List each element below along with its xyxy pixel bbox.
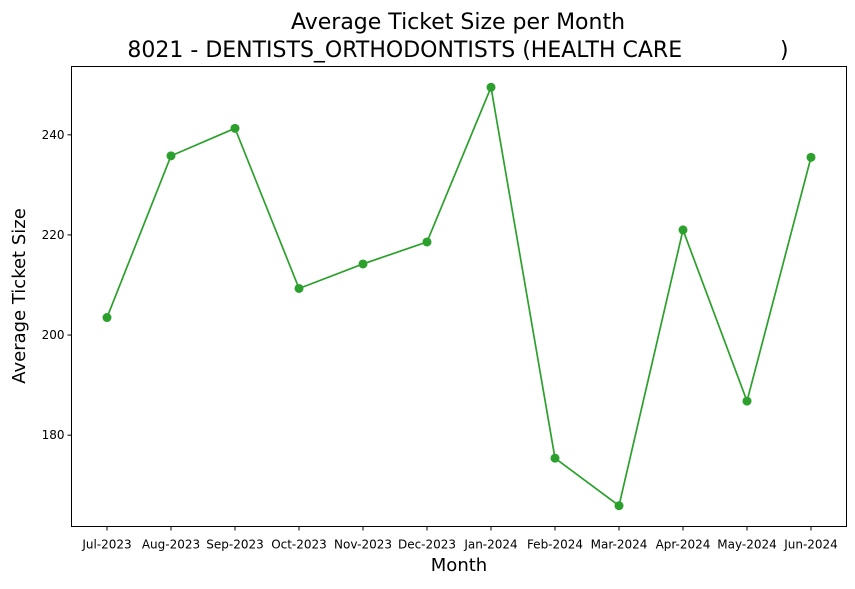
x-axis-label: Month <box>431 555 487 576</box>
x-tick-label: Jan-2024 <box>463 538 517 552</box>
x-axis-ticks: Jul-2023 Aug-2023 Sep-2023 Oct-2023 Nov-2023… <box>81 526 838 552</box>
data-point <box>294 283 304 293</box>
y-tick-label: 200 <box>42 328 65 342</box>
data-point <box>806 152 816 162</box>
x-tick-label: Aug-2023 <box>142 538 200 552</box>
x-tick-label: Mar-2024 <box>591 538 648 552</box>
y-tick-label: 220 <box>42 228 65 242</box>
data-point <box>678 225 688 235</box>
x-tick-label: Oct-2023 <box>271 538 327 552</box>
data-point <box>614 501 624 511</box>
chart-title-line2: 8021 - DENTISTS_ORTHODONTISTS (HEALTH CA… <box>127 38 788 63</box>
x-tick-label: Apr-2024 <box>656 538 711 552</box>
x-tick-label: Feb-2024 <box>527 538 583 552</box>
y-axis-ticks: 180 200 220 240 <box>42 128 72 442</box>
x-tick-label: Jul-2023 <box>81 538 131 552</box>
data-point <box>742 396 752 406</box>
x-tick-label: May-2024 <box>717 538 776 552</box>
data-point <box>422 237 432 247</box>
y-tick-label: 180 <box>42 428 65 442</box>
x-tick-label: Jun-2024 <box>783 538 838 552</box>
data-point <box>358 259 368 269</box>
data-point <box>486 82 496 92</box>
chart-title-line1: Average Ticket Size per Month <box>291 10 625 35</box>
x-tick-label: Dec-2023 <box>398 538 456 552</box>
x-tick-label: Nov-2023 <box>334 538 392 552</box>
series-line <box>106 86 812 507</box>
x-tick-label: Sep-2023 <box>206 538 264 552</box>
data-point <box>102 313 112 323</box>
series-layer <box>102 82 816 511</box>
y-axis-label: Average Ticket Size <box>9 208 30 384</box>
data-point <box>166 151 176 161</box>
plot-area <box>71 66 847 527</box>
y-tick-label: 240 <box>42 128 65 142</box>
data-point <box>230 123 240 133</box>
data-point <box>550 453 560 463</box>
